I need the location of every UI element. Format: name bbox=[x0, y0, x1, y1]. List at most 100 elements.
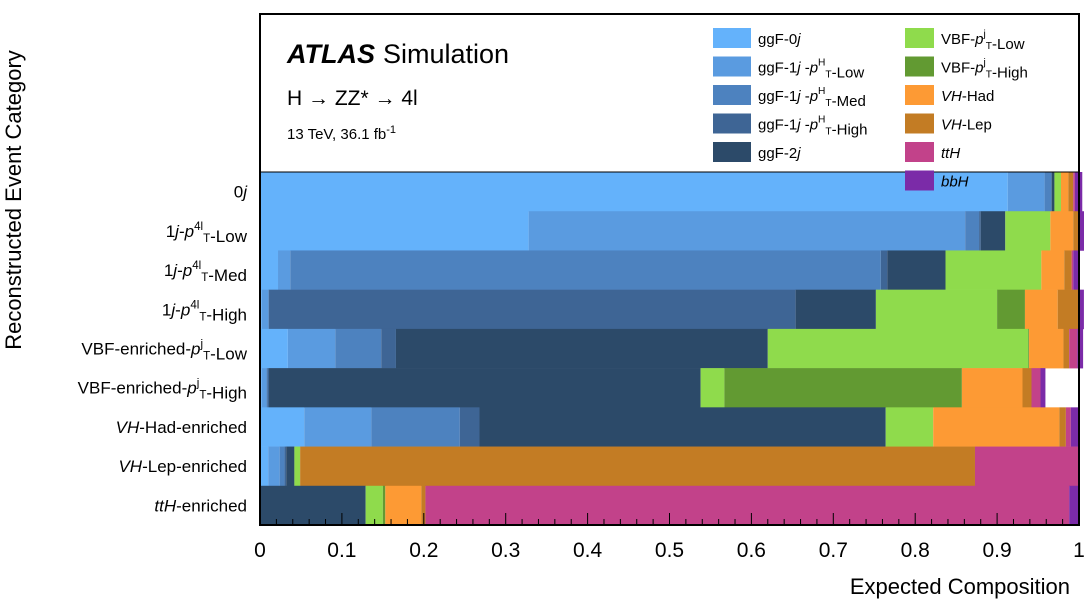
legend-label-vh-lep: VH-Lep bbox=[941, 117, 992, 134]
label-part: VBF- bbox=[941, 60, 975, 77]
label-subscript: T bbox=[203, 233, 210, 245]
label-superscript: j bbox=[200, 339, 204, 351]
bar-vh-had-row-3 bbox=[1024, 289, 1058, 330]
label-part: 0 bbox=[234, 183, 243, 202]
bar-bbh-row-2 bbox=[1073, 250, 1079, 290]
bar-vbf-ptj-low-row-2 bbox=[945, 250, 1042, 290]
bar-ggf-2j-row-5 bbox=[269, 368, 701, 408]
label-part: p bbox=[974, 60, 983, 77]
bar-vbf-ptj-high-row-3 bbox=[997, 289, 1025, 330]
label-part: ttH bbox=[154, 496, 176, 515]
bar-vh-lep-row-2 bbox=[1064, 250, 1072, 290]
label-part: j bbox=[241, 183, 248, 202]
bar-ggf-1j-pt-h-med-row-4 bbox=[335, 328, 382, 369]
bar-ggf-1j-pt-h-high-row-1 bbox=[979, 211, 981, 251]
bar-vh-had-row-2 bbox=[1041, 250, 1065, 290]
legend-label-ggf-0j: ggF-0j bbox=[758, 31, 801, 48]
label-superscript: 4l bbox=[190, 299, 199, 311]
x-tick-label: 0 bbox=[254, 539, 266, 562]
bar-tth-row-4 bbox=[1069, 328, 1078, 369]
bar-tth-row-7 bbox=[974, 446, 1079, 487]
label-part: j bbox=[795, 117, 801, 134]
bar-bbh-row-3 bbox=[1079, 289, 1084, 330]
legend-swatch-ggf-1j-pt-h-med bbox=[713, 85, 751, 105]
bar-bbh-row-5 bbox=[1040, 368, 1046, 408]
bar-vh-lep-row-7 bbox=[300, 446, 975, 487]
bar-ggf-1j-pt-h-low-row-2 bbox=[278, 250, 291, 290]
bar-ggf-0j-row-2 bbox=[260, 250, 279, 290]
bar-tth-row-2 bbox=[1071, 250, 1074, 290]
bar-vh-had-row-6 bbox=[933, 407, 1060, 447]
label-part: j bbox=[171, 261, 178, 280]
y-axis-title-text: Reconstructed Event Category bbox=[1, 50, 26, 350]
label-subscript: T bbox=[986, 41, 992, 52]
label-superscript: H bbox=[818, 115, 825, 126]
simulation-word: Simulation bbox=[383, 39, 509, 69]
legend-swatch-vbf-ptj-low bbox=[905, 28, 934, 48]
legend-swatch-ggf-1j-pt-h-high bbox=[713, 113, 751, 134]
bar-ggf-1j-pt-h-high-row-4 bbox=[381, 328, 396, 369]
label-part: -Lep bbox=[962, 117, 992, 134]
label-part: p bbox=[809, 117, 818, 134]
bar-ggf-1j-pt-h-med-row-5 bbox=[266, 368, 268, 408]
bar-bbh-row-6 bbox=[1070, 407, 1079, 447]
label-part: p bbox=[974, 31, 983, 48]
label-part: -enriched bbox=[176, 496, 247, 515]
legend-label-ggf-2j: ggF-2j bbox=[758, 145, 801, 162]
legend-swatch-vbf-ptj-high bbox=[905, 56, 934, 77]
bar-ggf-1j-pt-h-low-row-6 bbox=[304, 407, 372, 447]
label-part: ggF-2 bbox=[758, 145, 797, 162]
label-subscript: T bbox=[825, 98, 831, 109]
label-part: -High bbox=[206, 384, 247, 403]
legend-label-ggf-1j-pt-h-med: ggF-1j -pHT-Med bbox=[758, 86, 866, 110]
legend-swatch-tth bbox=[905, 142, 934, 162]
label-part: ggF-1 bbox=[758, 60, 797, 77]
label-part: j bbox=[795, 60, 801, 77]
label-superscript: j bbox=[983, 29, 986, 40]
legend-label-bbh: bbH bbox=[941, 174, 969, 191]
bar-ggf-1j-pt-h-high-row-5 bbox=[267, 368, 270, 408]
bar-ggf-1j-pt-h-med-row-1 bbox=[965, 211, 980, 251]
x-tick-label: 1 bbox=[1073, 539, 1084, 562]
label-part: - bbox=[801, 60, 810, 77]
category-label-7: VH-Lep-enriched bbox=[118, 457, 247, 476]
legend-swatch-vh-lep bbox=[905, 113, 934, 134]
bar-ggf-2j-row-0 bbox=[1051, 172, 1055, 212]
bar-vbf-ptj-low-row-8 bbox=[365, 485, 383, 526]
x-tick-label: 0.4 bbox=[573, 539, 603, 562]
bar-vh-had-row-8 bbox=[385, 485, 422, 526]
label-part: VH bbox=[116, 418, 140, 437]
label-part: ggF-0 bbox=[758, 31, 797, 48]
bar-vbf-ptj-high-row-5 bbox=[724, 368, 962, 408]
bar-vbf-ptj-high-row-4 bbox=[1028, 328, 1030, 369]
legend-swatch-vh-had bbox=[905, 85, 934, 105]
bar-ggf-2j-row-7 bbox=[286, 446, 295, 487]
label-part: VH bbox=[118, 457, 142, 476]
bar-ggf-1j-pt-h-med-row-2 bbox=[290, 250, 881, 290]
atlas-word: ATLAS bbox=[286, 39, 375, 69]
label-part: 1 bbox=[162, 300, 171, 319]
bar-ggf-1j-pt-h-low-row-5 bbox=[261, 368, 267, 408]
label-part: j bbox=[173, 222, 180, 241]
label-part: p bbox=[186, 379, 196, 398]
label-superscript: 4l bbox=[192, 260, 201, 272]
bar-ggf-2j-row-4 bbox=[395, 328, 768, 369]
x-axis: 0 0.1 0.2 0.3 0.4 0.5 0.6 0.7 0.8 0.9 1 bbox=[254, 513, 1084, 562]
label-subscript: T bbox=[199, 390, 206, 402]
bar-tth-row-8 bbox=[425, 485, 1070, 526]
bar-ggf-0j-row-1 bbox=[260, 211, 529, 251]
bar-vh-lep-row-6 bbox=[1059, 407, 1066, 447]
category-label-5: VBF-enriched-pjT-High bbox=[78, 378, 247, 403]
label-part: ggF-1 bbox=[758, 88, 797, 105]
bar-vh-had-row-5 bbox=[961, 368, 1023, 408]
bar-ggf-2j-row-8 bbox=[260, 485, 366, 526]
label-subscript: T bbox=[203, 351, 210, 363]
bar-vh-lep-row-4 bbox=[1063, 328, 1070, 369]
bar-ggf-0j-row-0 bbox=[260, 172, 1008, 212]
label-subscript: T bbox=[825, 70, 831, 81]
bar-ggf-1j-pt-h-high-row-3 bbox=[269, 289, 796, 330]
bar-vbf-ptj-low-row-0 bbox=[1054, 172, 1061, 212]
legend-area bbox=[260, 14, 1079, 172]
